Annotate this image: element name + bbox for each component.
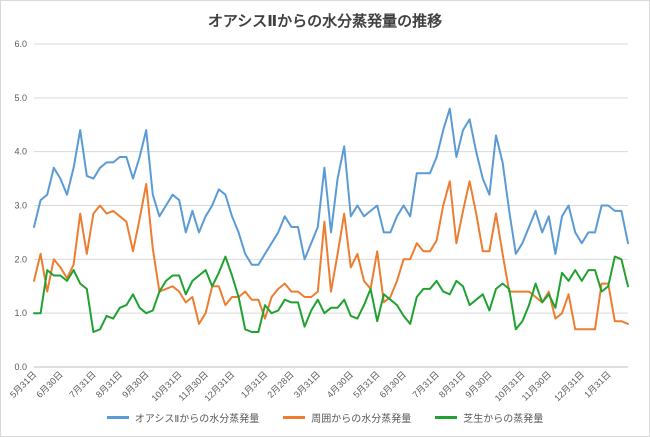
legend: オアシスⅡからの水分蒸発量 周囲からの水分蒸発量 芝生からの蒸発量 <box>0 410 650 425</box>
legend-label-lawn: 芝生からの蒸発量 <box>463 414 544 425</box>
x-tick-label: 1月31日 <box>239 369 269 399</box>
series-line-0 <box>33 107 629 266</box>
x-tick-label: 12月31日 <box>552 369 586 403</box>
y-tick-label: 3.0 <box>14 201 27 211</box>
y-tick-label: 6.0 <box>14 39 27 49</box>
x-tick-label: 9月30日 <box>120 369 150 399</box>
x-tick-label: 8月31日 <box>437 369 467 399</box>
legend-item-oasis: オアシスⅡからの水分蒸発量 <box>106 410 260 425</box>
x-tick-label: 6月30日 <box>378 369 408 399</box>
legend-label-surrounding: 周囲からの水分蒸発量 <box>311 414 412 425</box>
y-tick-label: 1.0 <box>14 308 27 318</box>
y-tick-label: 5.0 <box>14 93 27 103</box>
legend-item-lawn: 芝生からの蒸発量 <box>435 410 543 425</box>
x-tick-label: 2月28日 <box>265 369 295 399</box>
x-tick-label: 7月31日 <box>67 369 97 399</box>
x-tick-label: 7月31日 <box>411 369 441 399</box>
legend-swatch-surrounding <box>283 416 306 419</box>
x-tick-label: 4月30日 <box>325 369 355 399</box>
y-tick-label: 0.0 <box>14 362 27 372</box>
legend-swatch-oasis <box>106 416 129 419</box>
x-tick-label: 5月31日 <box>351 369 381 399</box>
series-line-1 <box>33 180 629 331</box>
y-tick-label: 2.0 <box>14 254 27 264</box>
x-tick-label: 1月31日 <box>582 369 612 399</box>
x-tick-label: 5月31日 <box>8 369 38 399</box>
chart-title: オアシスⅡからの水分蒸発量の推移 <box>207 12 443 30</box>
legend-item-surrounding: 周囲からの水分蒸発量 <box>283 410 411 425</box>
y-tick-label: 4.0 <box>14 147 27 157</box>
x-tick-label: 8月31日 <box>94 369 124 399</box>
series-line-2 <box>33 255 629 333</box>
legend-swatch-lawn <box>435 416 458 419</box>
x-tick-label: 6月30日 <box>34 369 64 399</box>
legend-label-oasis: オアシスⅡからの水分蒸発量 <box>134 414 260 425</box>
x-tick-label: 3月31日 <box>292 369 322 399</box>
x-tick-label: 9月30日 <box>463 369 493 399</box>
